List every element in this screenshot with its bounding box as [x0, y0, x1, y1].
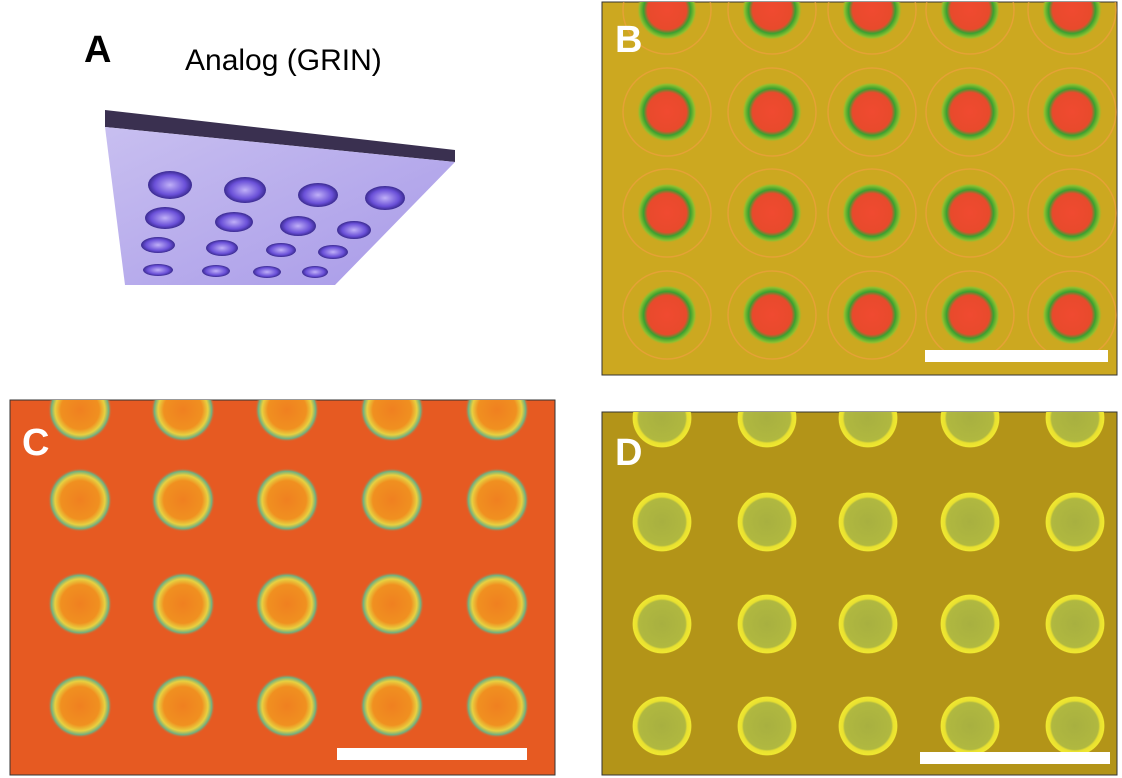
hole	[215, 212, 253, 232]
lens	[632, 492, 692, 552]
lens	[637, 82, 697, 142]
panel-label: A	[84, 29, 111, 71]
lens	[1045, 594, 1105, 654]
lens	[742, 183, 802, 243]
lens	[465, 468, 529, 532]
lens	[838, 696, 898, 756]
hole	[337, 221, 371, 239]
lens	[838, 492, 898, 552]
lens	[842, 285, 902, 345]
lens	[940, 183, 1000, 243]
hole	[224, 177, 266, 203]
panel-label: D	[615, 432, 642, 474]
lens	[637, 183, 697, 243]
lens	[737, 492, 797, 552]
lens	[48, 468, 112, 532]
lens	[48, 674, 112, 738]
lens	[842, 183, 902, 243]
hole	[202, 265, 230, 277]
lens	[1045, 492, 1105, 552]
lens	[48, 572, 112, 636]
lens	[151, 378, 215, 442]
lens	[940, 696, 1000, 756]
lens	[737, 388, 797, 448]
lens	[465, 572, 529, 636]
hole	[206, 240, 238, 256]
figure: A Analog (GRIN) B C D	[0, 0, 1122, 778]
lens	[742, 82, 802, 142]
hole	[143, 264, 173, 276]
scale-bar	[920, 752, 1110, 764]
lens	[940, 82, 1000, 142]
hole	[266, 243, 296, 257]
hole	[298, 183, 338, 207]
hole	[365, 186, 405, 210]
lens	[838, 388, 898, 448]
panel-title: Analog (GRIN)	[185, 44, 382, 77]
lens	[255, 378, 319, 442]
lens	[940, 492, 1000, 552]
lens	[151, 572, 215, 636]
hole	[280, 216, 316, 236]
scale-bar	[925, 350, 1108, 362]
lens	[632, 594, 692, 654]
lens	[1042, 285, 1102, 345]
hole	[148, 171, 192, 199]
hole	[302, 266, 328, 278]
hole	[318, 245, 348, 259]
lens	[1045, 388, 1105, 448]
lens	[360, 468, 424, 532]
scale-bar	[337, 748, 527, 760]
lens	[151, 468, 215, 532]
lens	[255, 468, 319, 532]
lens	[255, 674, 319, 738]
lens	[637, 285, 697, 345]
lens	[151, 674, 215, 738]
panel-label: C	[22, 422, 49, 464]
lens	[632, 696, 692, 756]
lens	[360, 572, 424, 636]
hole	[145, 207, 185, 229]
lens	[360, 674, 424, 738]
lens	[940, 594, 1000, 654]
lens	[360, 378, 424, 442]
panel-label: B	[615, 19, 642, 61]
lens	[940, 285, 1000, 345]
hole	[253, 266, 281, 278]
lens	[48, 378, 112, 442]
lens	[737, 696, 797, 756]
lens	[465, 674, 529, 738]
lens	[1045, 696, 1105, 756]
lens	[842, 82, 902, 142]
lens	[838, 594, 898, 654]
lens	[1042, 183, 1102, 243]
lens	[940, 388, 1000, 448]
lens	[255, 572, 319, 636]
lens	[737, 594, 797, 654]
hole	[141, 237, 175, 253]
lens	[742, 285, 802, 345]
lens	[465, 378, 529, 442]
lens	[1042, 82, 1102, 142]
